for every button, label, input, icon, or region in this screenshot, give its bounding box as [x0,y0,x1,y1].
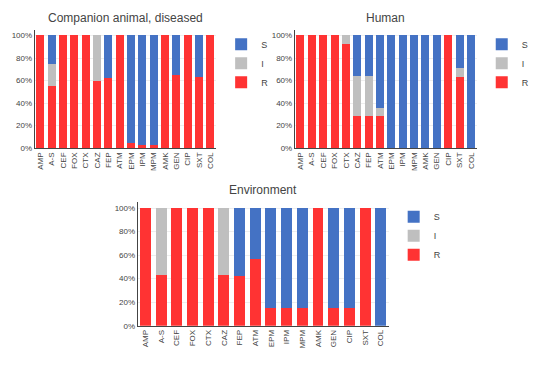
svg-text:40%: 40% [119,274,135,283]
svg-text:AMK: AMK [314,329,323,347]
svg-text:Environment: Environment [229,183,297,197]
svg-text:COL: COL [467,152,476,169]
svg-text:CTX: CTX [81,152,90,169]
svg-text:ATM: ATM [251,330,260,347]
svg-text:CEF: CEF [173,330,182,346]
svg-text:I: I [261,59,264,69]
svg-text:GEN: GEN [172,152,181,170]
svg-text:FEP: FEP [104,152,113,168]
svg-text:GEN: GEN [432,152,441,170]
svg-text:ATM: ATM [115,152,124,169]
svg-text:CIP: CIP [345,330,354,343]
svg-text:100%: 100% [272,31,292,40]
svg-text:CAZ: CAZ [220,330,229,346]
svg-text:AMK: AMK [421,152,430,170]
svg-text:60%: 60% [276,76,292,85]
svg-text:I: I [434,231,437,241]
svg-text:20%: 20% [119,298,135,307]
svg-text:FOX: FOX [330,152,339,169]
svg-text:CAZ: CAZ [353,152,362,168]
svg-text:EPM: EPM [387,152,396,170]
svg-text:40%: 40% [276,99,292,108]
svg-text:R: R [522,78,529,88]
svg-text:CAZ: CAZ [93,152,102,168]
svg-text:AMP: AMP [36,152,45,169]
svg-text:20%: 20% [16,121,32,130]
svg-text:S: S [522,40,528,50]
svg-text:COL: COL [206,152,215,169]
svg-text:FOX: FOX [70,152,79,169]
svg-text:0%: 0% [21,144,33,153]
svg-text:R: R [261,78,268,88]
svg-text:FEP: FEP [364,152,373,168]
svg-text:CIP: CIP [183,152,192,165]
svg-text:SXT: SXT [361,330,370,346]
svg-text:MPM: MPM [298,330,307,349]
svg-text:IPM: IPM [282,330,291,345]
svg-text:80%: 80% [119,227,135,236]
svg-text:AMP: AMP [296,152,305,169]
svg-text:AMK: AMK [161,152,170,170]
svg-text:40%: 40% [16,99,32,108]
svg-text:S: S [434,212,440,222]
svg-text:A-S: A-S [157,330,166,343]
svg-text:AMP: AMP [141,330,150,347]
svg-text:Human: Human [366,11,405,25]
svg-text:IPM: IPM [398,152,407,167]
svg-text:FOX: FOX [188,329,197,346]
svg-text:80%: 80% [276,54,292,63]
svg-text:Companion animal, diseased: Companion animal, diseased [48,11,203,25]
svg-text:100%: 100% [115,204,135,213]
svg-text:EPM: EPM [267,330,276,348]
svg-text:R: R [434,250,441,260]
svg-text:S: S [261,40,267,50]
svg-text:80%: 80% [16,54,32,63]
svg-text:CTX: CTX [204,329,213,346]
svg-text:A-S: A-S [307,152,316,165]
svg-text:EPM: EPM [127,152,136,170]
svg-text:100%: 100% [12,31,32,40]
svg-text:20%: 20% [276,121,292,130]
svg-text:CEF: CEF [319,152,328,168]
svg-text:ATM: ATM [376,152,385,169]
svg-text:60%: 60% [119,251,135,260]
svg-text:CIP: CIP [444,152,453,165]
svg-text:0%: 0% [124,322,136,331]
svg-text:GEN: GEN [329,330,338,348]
svg-text:MPM: MPM [410,152,419,171]
svg-text:CTX: CTX [342,152,351,169]
svg-text:MPM: MPM [149,152,158,171]
svg-text:I: I [522,59,525,69]
svg-text:SXT: SXT [195,152,204,168]
svg-text:60%: 60% [16,76,32,85]
svg-text:SXT: SXT [455,152,464,168]
svg-text:IPM: IPM [138,152,147,167]
svg-text:A-S: A-S [47,152,56,165]
svg-text:FEP: FEP [235,330,244,346]
svg-text:COL: COL [376,329,385,346]
svg-text:CEF: CEF [59,152,68,168]
svg-text:0%: 0% [281,144,293,153]
